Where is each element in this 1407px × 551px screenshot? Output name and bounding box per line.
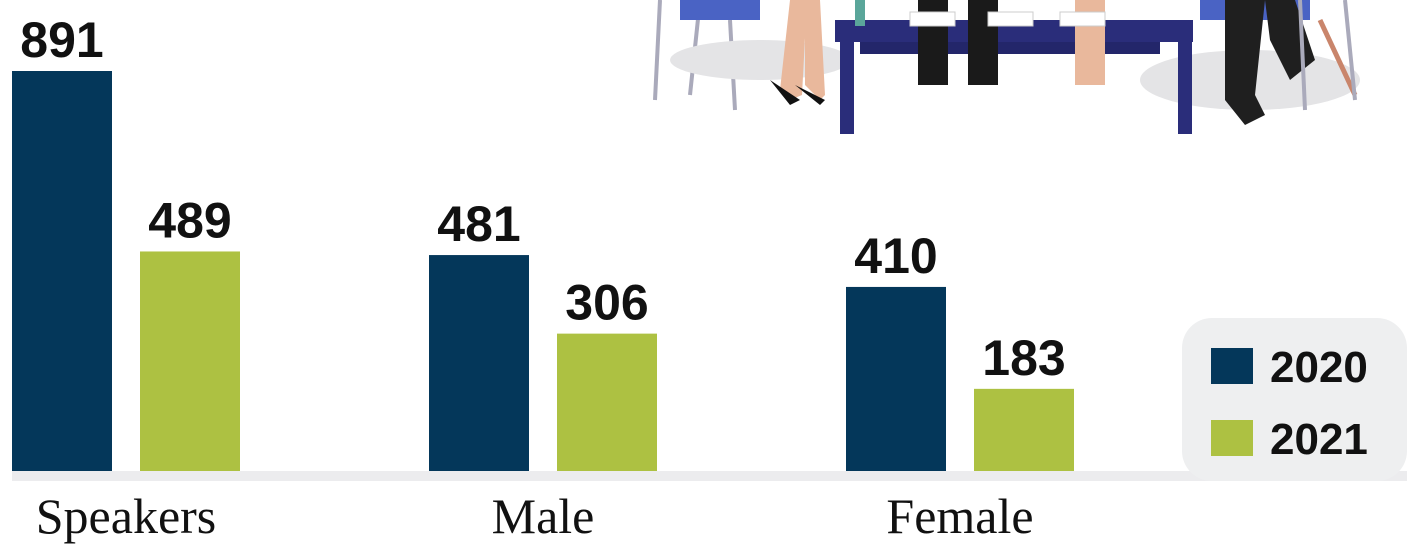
bar [12,71,112,471]
illustration [655,0,1360,134]
bar [846,287,946,471]
legend-swatch [1211,420,1253,456]
value-label: 306 [565,275,648,331]
chart: 891 489 Speakers 481 306 Male 410 183 Female 2020… [0,0,1407,551]
legend-label: 2020 [1270,343,1368,392]
page: {"chart_data": {"type": "bar", "categori… [0,0,1407,551]
value-label: 891 [20,12,103,68]
bar [557,334,657,471]
legend-swatch [1211,348,1253,384]
value-label: 183 [982,330,1065,386]
x-tick-label: Male [492,488,595,544]
bar [974,389,1074,471]
value-label: 489 [148,192,231,248]
x-tick-label: Female [886,488,1033,544]
x-tick-label: Speakers [36,488,217,544]
bar [140,251,240,471]
value-label: 410 [854,228,937,284]
bar [429,255,529,471]
value-label: 481 [437,196,520,252]
legend-label: 2021 [1270,415,1368,464]
